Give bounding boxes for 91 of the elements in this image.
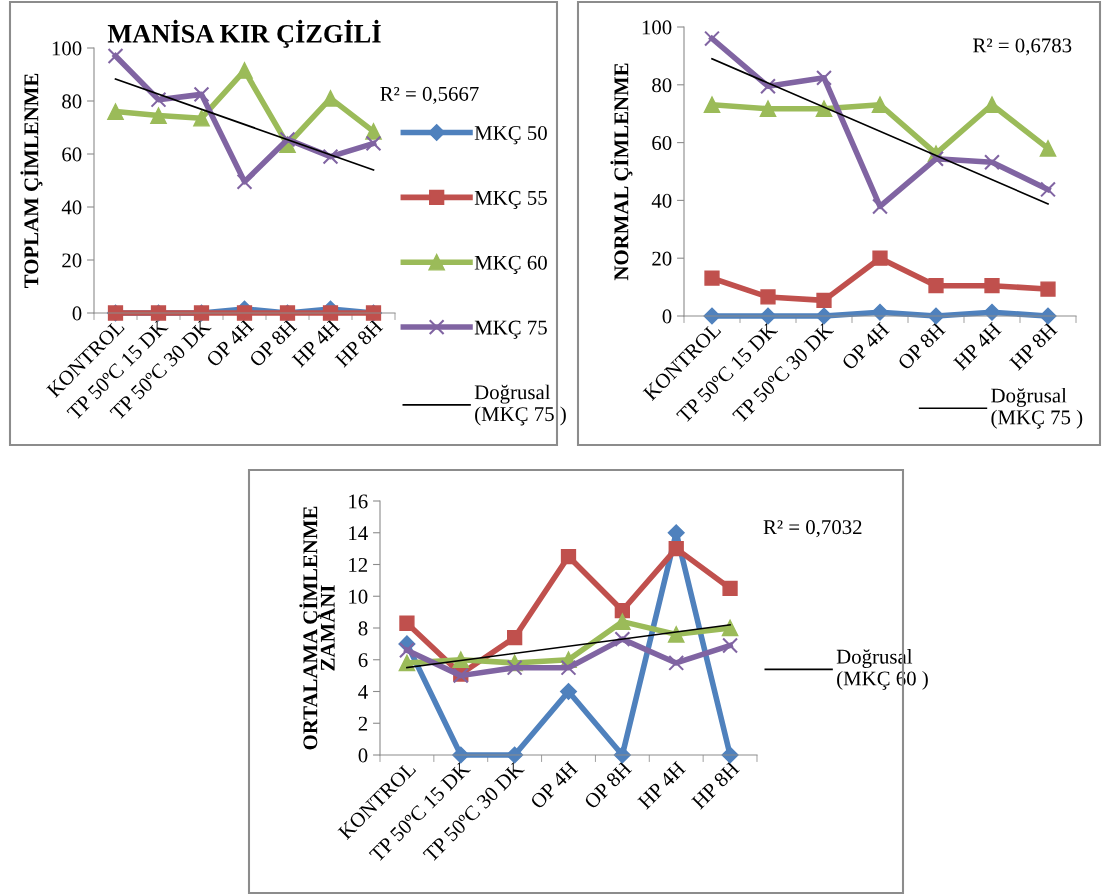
y-tick-label: 20 [62, 253, 82, 268]
y-tick-label: 8 [358, 621, 368, 636]
point [722, 580, 738, 596]
point [398, 642, 415, 659]
point [668, 540, 684, 557]
point [704, 270, 720, 286]
point [614, 631, 631, 648]
point [236, 305, 253, 321]
y-axis-title: NORMAL ÇİMLENME [610, 63, 633, 281]
y-tick-label: 0 [358, 748, 368, 763]
x-tick-label: HP 8H [1008, 321, 1058, 371]
y-tick-label: 60 [62, 147, 82, 162]
x-tick-label: HP 4H [952, 321, 1002, 371]
annotation: R² = 0,6783 [973, 38, 1072, 56]
x-tick-label: OP 4H [529, 760, 579, 810]
point [1039, 140, 1057, 157]
x-tick-label: OP 8H [897, 321, 946, 371]
point [322, 305, 339, 321]
y-tick-label: 4 [358, 685, 368, 699]
y-tick-label: 80 [62, 94, 82, 109]
legend-label: Doğrusal (MKÇ 75 ) [991, 387, 1083, 429]
point [984, 278, 1000, 294]
point [704, 30, 720, 47]
x-tick-label: OP 8H [583, 760, 633, 810]
point [816, 69, 832, 86]
point [107, 103, 124, 120]
point [322, 90, 339, 107]
y-tick-label: 14 [349, 526, 368, 540]
point [871, 303, 889, 321]
point [150, 107, 167, 124]
point [703, 96, 721, 114]
y-tick-label: 60 [652, 135, 672, 151]
point [560, 659, 577, 676]
point [614, 602, 630, 619]
point [759, 100, 777, 118]
point [984, 154, 1000, 171]
point [983, 303, 1001, 321]
y-tick-label: 2 [358, 716, 368, 731]
legend-label: MKÇ 50 [474, 125, 547, 145]
point [236, 173, 253, 190]
point [928, 150, 944, 167]
point [193, 86, 210, 103]
y-tick-label: 6 [358, 653, 368, 668]
point [560, 548, 577, 565]
y-tick-label: 40 [651, 193, 672, 208]
point [614, 613, 631, 630]
point [322, 148, 339, 165]
point [721, 619, 739, 637]
point [507, 629, 523, 646]
point [668, 654, 685, 671]
y-tick-label: 80 [652, 78, 672, 93]
x-tick-label: OP 4H [841, 321, 890, 371]
legend-label: MKÇ 55 [474, 190, 547, 210]
y-axis-title: ORTALAMA ÇİMLENME ZAMANI [299, 506, 335, 750]
y-tick-label: 16 [349, 494, 368, 509]
point [1040, 181, 1056, 198]
y-tick-label: 100 [642, 20, 672, 35]
point [872, 198, 888, 215]
point [150, 91, 167, 108]
point [872, 250, 888, 266]
legend-label: MKÇ 75 [474, 320, 547, 339]
point [365, 123, 382, 140]
y-tick-label: 40 [61, 200, 82, 215]
y-tick-label: 100 [52, 41, 82, 56]
point [236, 62, 253, 79]
point [279, 131, 296, 148]
y-tick-label: 0 [662, 309, 672, 324]
x-tick-label: HP 8H [690, 760, 741, 810]
point [1040, 281, 1056, 297]
y-tick-label: 20 [652, 251, 672, 266]
point [928, 278, 944, 294]
point [816, 292, 832, 309]
chart-title: MANİSA KIR ÇİZGİLİ [107, 19, 381, 48]
text: R² = 0,7032 [763, 520, 862, 538]
y-tick-label: 12 [349, 557, 368, 572]
point [193, 109, 210, 127]
point [365, 135, 382, 152]
point [760, 78, 776, 95]
point [722, 637, 739, 654]
point [107, 47, 124, 64]
point [559, 682, 578, 701]
x-tick-label: HP 4H [637, 760, 686, 810]
point [760, 289, 776, 305]
legend-label: MKÇ 60 [474, 255, 547, 274]
point [399, 615, 415, 631]
y-tick-label: 10 [349, 589, 368, 604]
annotation: R² = 0,5667 [380, 86, 479, 104]
legend-label: Doğrusal (MKÇ 75 ) [474, 384, 566, 426]
y-tick-label: 0 [72, 306, 82, 321]
point [506, 659, 523, 676]
y-axis-title: TOPLAM ÇİMLENME [20, 73, 43, 288]
